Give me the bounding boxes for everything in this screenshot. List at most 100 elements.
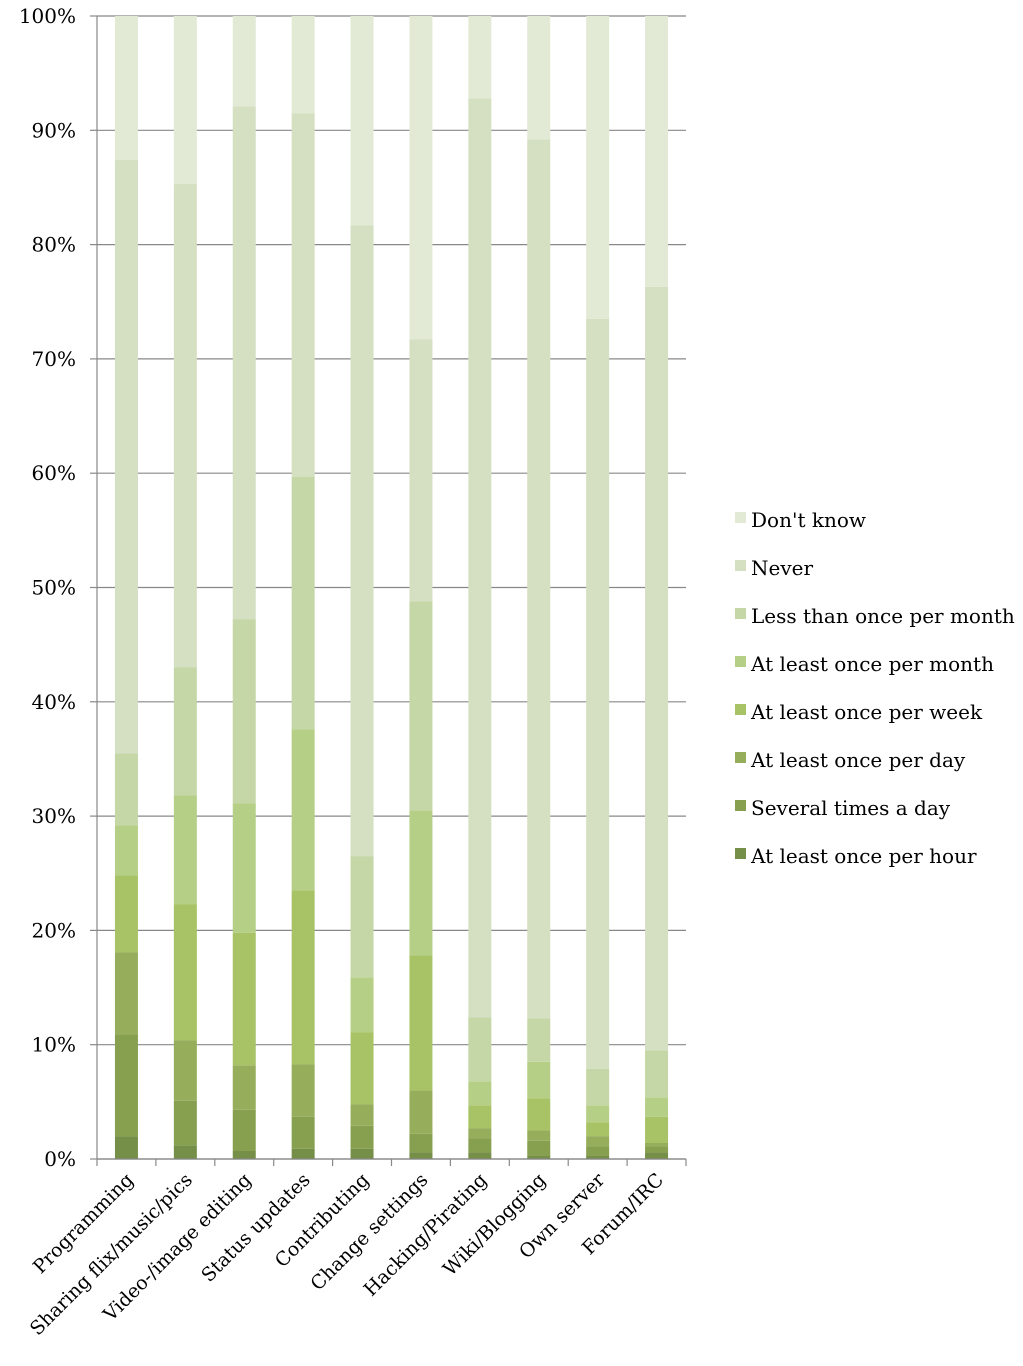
bar-segment <box>645 1097 669 1117</box>
y-tick-label: 20% <box>32 918 76 942</box>
legend-swatch <box>735 704 746 715</box>
bar-segment <box>232 1065 256 1110</box>
y-tick-label: 70% <box>32 347 76 371</box>
bar-segment <box>527 139 551 1019</box>
bar-segment <box>232 106 256 620</box>
bar-segment <box>350 16 374 226</box>
bar-segment <box>468 1128 492 1139</box>
bar-segment <box>409 339 433 602</box>
x-category-label: Programming <box>29 1169 138 1278</box>
bar-segment <box>586 16 610 319</box>
y-tick-label: 10% <box>32 1033 76 1057</box>
bar-segment <box>409 955 433 1091</box>
legend-swatch <box>735 752 746 763</box>
bar-segment <box>173 667 197 796</box>
bar-segment <box>350 977 374 1033</box>
bar-segment <box>232 1109 256 1151</box>
bar-segment <box>468 16 492 99</box>
legend-label: At least once per month <box>750 652 994 676</box>
bar-segment <box>645 1116 669 1143</box>
bar-segment <box>645 16 669 287</box>
bar-segment <box>173 904 197 1041</box>
bar-segment <box>114 16 138 161</box>
bar-segment <box>350 1148 374 1159</box>
bar-segment <box>645 1142 669 1147</box>
bar-segment <box>468 1081 492 1106</box>
bar-segment <box>173 1040 197 1101</box>
bar-segment <box>586 1146 610 1156</box>
bar-segment <box>409 601 433 811</box>
bar-segment <box>291 476 315 730</box>
legend-label: At least once per day <box>750 748 966 772</box>
bar-segment <box>114 875 138 953</box>
bar-segment <box>232 619 256 804</box>
bar-segment <box>232 1150 256 1159</box>
legend-label: Less than once per month <box>751 604 1015 628</box>
bar-segment <box>350 856 374 978</box>
legend: Don't know Never Less than once per month A… <box>735 508 1015 868</box>
bar-segment <box>114 160 138 754</box>
bar-segment <box>586 1068 610 1106</box>
bar-segment <box>291 1148 315 1159</box>
bar-segment <box>291 1064 315 1117</box>
bar-segment <box>114 1034 138 1137</box>
bar-segment <box>173 184 197 668</box>
legend-label: Several times a day <box>751 796 951 820</box>
bar-segment <box>527 1155 551 1159</box>
bar-segment <box>468 1017 492 1082</box>
legend-label: Don't know <box>751 508 866 532</box>
bar-segment <box>350 1104 374 1126</box>
bar-segment <box>232 803 256 933</box>
bar-segment <box>173 795 197 905</box>
bar-segment <box>527 1098 551 1131</box>
x-category-label: Status updates <box>197 1169 315 1287</box>
bar-segment <box>527 1018 551 1062</box>
y-tick-label: 100% <box>19 4 76 28</box>
bar-segment <box>527 1061 551 1099</box>
legend-label: Never <box>751 556 813 580</box>
y-tick-label: 30% <box>32 804 76 828</box>
bar-segment <box>291 890 315 1065</box>
bar-segment <box>527 16 551 140</box>
bar-segment <box>114 1136 138 1159</box>
bar-segment <box>114 753 138 826</box>
bar-segment <box>232 16 256 107</box>
bar-segment <box>409 810 433 956</box>
legend-swatch <box>735 608 746 619</box>
bar-segment <box>645 1050 669 1098</box>
legend-label: At least once per week <box>750 700 983 724</box>
bar-segment <box>173 1145 197 1159</box>
legend-swatch <box>735 800 746 811</box>
y-tick-label: 90% <box>32 118 76 142</box>
y-tick-label: 40% <box>32 690 76 714</box>
legend-swatch <box>735 512 746 523</box>
bar-segment <box>468 98 492 1018</box>
bar-segment <box>468 1105 492 1129</box>
legend-swatch <box>735 656 746 667</box>
y-tick-label: 80% <box>32 233 76 257</box>
bar-segment <box>468 1138 492 1153</box>
bar-segment <box>291 1116 315 1149</box>
y-tick-label: 60% <box>32 461 76 485</box>
bar-segment <box>114 952 138 1035</box>
bar-segment <box>645 286 669 1051</box>
bar-segment <box>586 1155 610 1159</box>
bar-segment <box>350 225 374 857</box>
bar-segment <box>527 1140 551 1156</box>
bar-segment <box>409 1090 433 1134</box>
bar-segment <box>586 1136 610 1147</box>
bar-segment <box>114 825 138 876</box>
x-category-label: Wiki/Blogging <box>439 1169 550 1280</box>
bar-segment <box>350 1032 374 1105</box>
legend-swatch <box>735 848 746 859</box>
bar-segment <box>586 1105 610 1123</box>
bar-segment <box>586 1122 610 1137</box>
bar-segment <box>409 1152 433 1159</box>
legend-label: At least once per hour <box>750 844 977 868</box>
bar-segment <box>291 16 315 114</box>
bar-segment <box>409 1133 433 1153</box>
bar-segment <box>173 16 197 185</box>
bars <box>114 16 669 1159</box>
